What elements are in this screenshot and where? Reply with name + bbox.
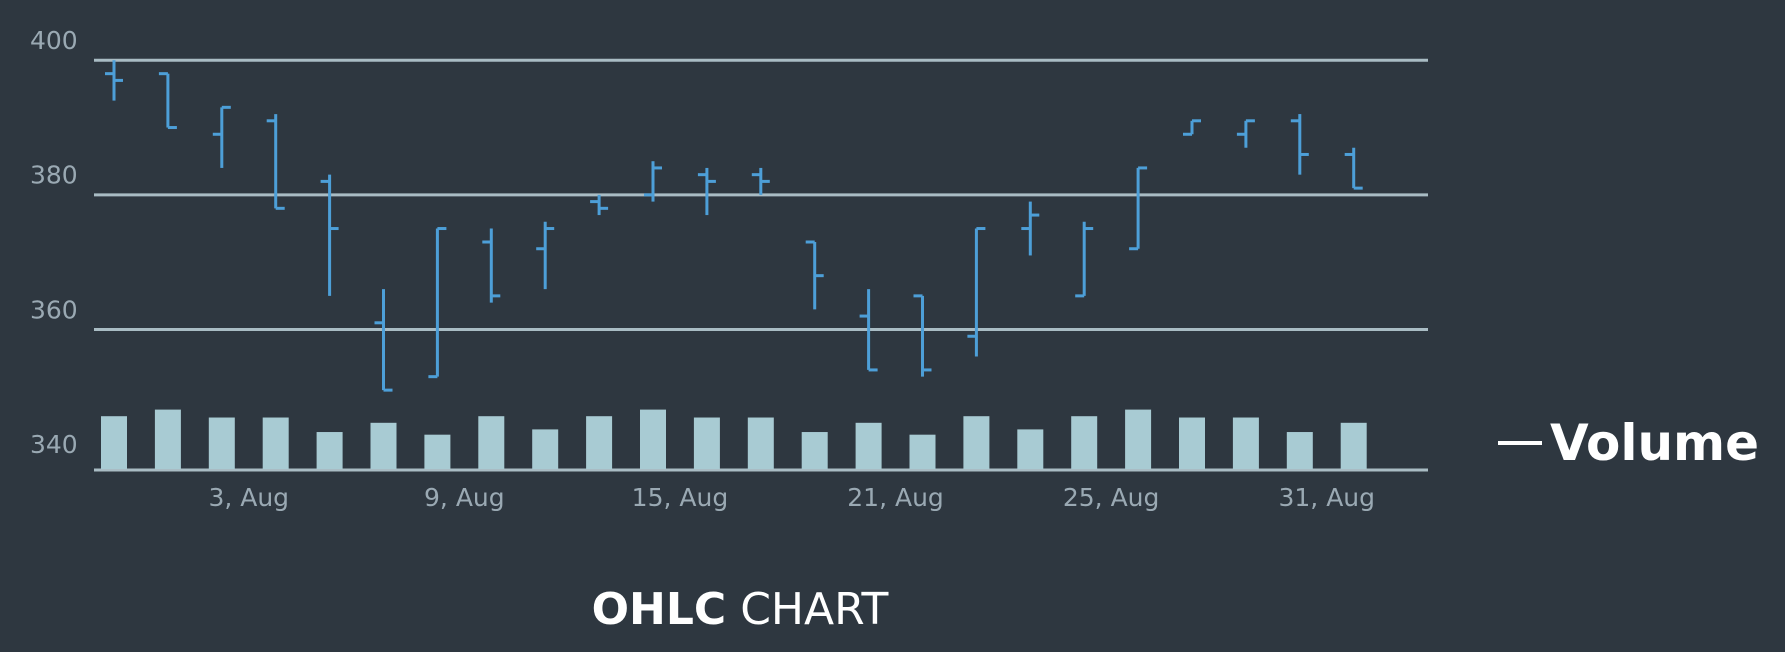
volume-bar — [316, 432, 343, 469]
ohlc-bar — [536, 221, 555, 290]
volume-bar — [532, 429, 559, 469]
x-tick-label: 9, Aug — [424, 483, 505, 512]
ohlc-bar — [967, 227, 986, 357]
volume-bar — [693, 417, 720, 469]
volume-bar — [370, 422, 397, 469]
ohlc-bar — [1021, 201, 1040, 256]
volume-bar — [747, 417, 774, 469]
ohlc-bar — [1344, 147, 1363, 190]
x-tick-label: 21, Aug — [847, 483, 944, 512]
volume-bar — [1286, 432, 1313, 469]
ohlc-bar — [644, 161, 662, 202]
legend: Volume — [1498, 414, 1759, 472]
ohlc-bar — [1075, 221, 1094, 298]
y-tick-label: 340 — [30, 430, 78, 459]
chart-title-bold: OHLC — [591, 584, 727, 635]
x-tick-label: 25, Aug — [1063, 483, 1160, 512]
chart-title: OHLC CHART — [0, 584, 1480, 635]
volume-bar — [855, 422, 882, 469]
ohlc-bar — [590, 194, 609, 216]
ohlc-bar — [859, 289, 878, 372]
volume-bar — [586, 416, 613, 469]
legend-label: Volume — [1550, 414, 1760, 472]
ohlc-bar — [1290, 114, 1309, 175]
y-tick-label: 400 — [30, 26, 78, 55]
ohlc-bar — [266, 114, 285, 210]
volume-bar — [1340, 422, 1367, 469]
volume-bar — [154, 409, 181, 469]
ohlc-bar — [374, 289, 393, 392]
volume-bar — [478, 416, 505, 469]
volume-bar — [909, 434, 936, 469]
volume-bar — [1232, 417, 1259, 469]
ohlc-bar — [1129, 166, 1148, 251]
ohlc-bar — [697, 167, 716, 216]
ohlc-bar — [913, 294, 932, 377]
y-tick-label: 380 — [30, 161, 78, 190]
volume-bar — [262, 417, 289, 469]
volume-bar — [1179, 417, 1205, 469]
ohlc-bar — [1183, 119, 1201, 136]
volume-bar — [801, 432, 828, 469]
volume-bar — [1125, 409, 1152, 469]
y-tick-label: 360 — [30, 295, 78, 324]
chart-title-rest: CHART — [740, 584, 889, 635]
volume-bar — [424, 434, 451, 469]
volume-bar — [1071, 416, 1098, 469]
ohlc-bar — [428, 227, 447, 379]
volume-bar — [101, 416, 127, 469]
x-tick-label: 15, Aug — [632, 483, 729, 512]
ohlc-bar — [1236, 119, 1255, 148]
ohlc-bar — [320, 174, 339, 296]
x-tick-label: 31, Aug — [1278, 483, 1375, 512]
ohlc-bar — [158, 72, 177, 130]
ohlc-bar — [105, 60, 123, 101]
volume-bar — [640, 409, 666, 469]
x-tick-label: 3, Aug — [208, 483, 289, 512]
volume-bar — [208, 417, 235, 469]
ohlc-bar — [805, 240, 824, 310]
volume-bar — [963, 416, 990, 469]
legend-swatch — [1498, 441, 1542, 445]
ohlc-bar — [482, 228, 501, 303]
ohlc-bar — [212, 105, 231, 168]
volume-bar — [1017, 429, 1044, 469]
ohlc-bar — [751, 167, 770, 195]
